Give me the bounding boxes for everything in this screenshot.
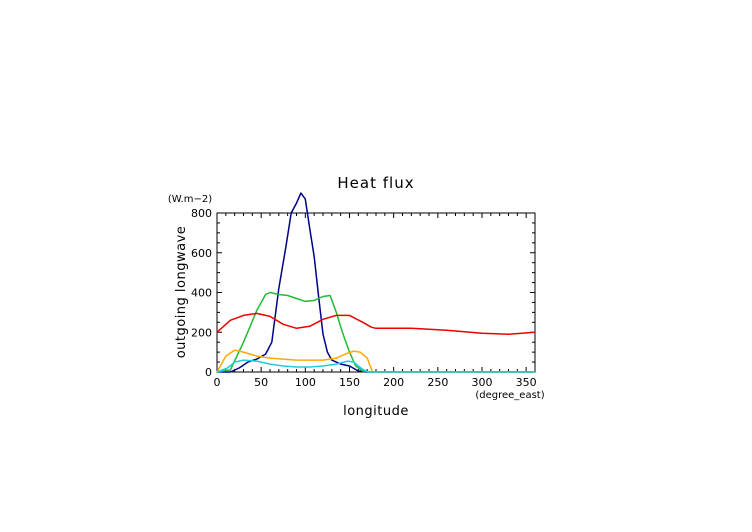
series-line-2 bbox=[216, 291, 535, 373]
plot-frame bbox=[216, 212, 536, 373]
series-group bbox=[216, 192, 536, 373]
x-unit-label: (degree_east) bbox=[475, 390, 544, 401]
x-tick-label: 50 bbox=[254, 376, 268, 389]
chart-title: Heat flux bbox=[337, 174, 414, 192]
x-tick-label: 100 bbox=[295, 376, 316, 389]
x-tick-label: 350 bbox=[516, 376, 537, 389]
y-tick-label: 600 bbox=[191, 247, 212, 260]
series-line-5 bbox=[216, 359, 535, 373]
x-tick-label: 0 bbox=[214, 376, 221, 389]
axes: 0 50 100 150 200 250 300 350 0 200 400 600 800 bbox=[191, 207, 537, 389]
series-line-1 bbox=[217, 192, 535, 373]
y-tick-label: 800 bbox=[191, 207, 212, 220]
x-tick-label: 200 bbox=[383, 376, 404, 389]
series-line-3 bbox=[216, 312, 536, 335]
y-unit-label: (W.m−2) bbox=[168, 194, 212, 205]
x-axis-label: longitude bbox=[343, 404, 409, 419]
y-axis-label: outgoing longwave bbox=[174, 226, 189, 359]
x-tick-label: 150 bbox=[339, 376, 360, 389]
y-tick-label: 0 bbox=[205, 366, 212, 379]
x-tick-label: 300 bbox=[472, 376, 493, 389]
x-tick-label: 250 bbox=[427, 376, 448, 389]
y-tick-label: 200 bbox=[191, 326, 212, 339]
y-tick-label: 400 bbox=[191, 287, 212, 300]
series-line-4 bbox=[216, 349, 535, 373]
